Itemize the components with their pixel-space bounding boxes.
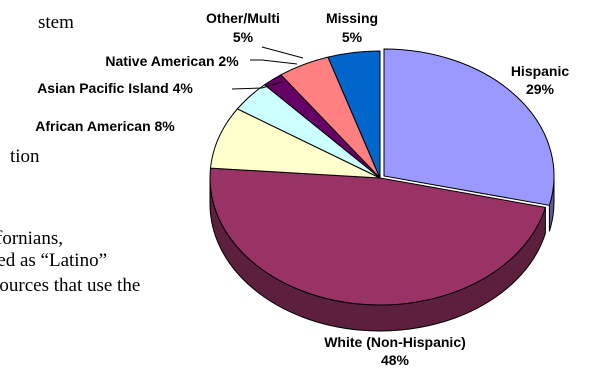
label-leader-lines <box>231 46 304 90</box>
background-text-line-1: stem <box>38 12 74 33</box>
label-other-multi-1: 5% <box>233 29 254 45</box>
label-white-non-hispanic--1: 48% <box>381 352 410 368</box>
label-hispanic-0: Hispanic <box>511 63 570 79</box>
label-hispanic-1: 29% <box>526 81 555 97</box>
background-text-line-5: sources that use the <box>0 275 141 296</box>
pie-slice-hispanic <box>383 48 555 206</box>
label-asian-pacific-island-0: Asian Pacific Island 4% <box>37 80 193 96</box>
label-african-american-0: African American 8% <box>35 118 175 134</box>
leader-line-0 <box>250 59 298 65</box>
leader-line-2 <box>261 46 304 59</box>
background-text-line-4: ied as “Latino” <box>0 250 108 271</box>
pie-slice-white-non-hispanic- <box>209 167 547 306</box>
background-text-line-3: fornians, <box>0 228 64 249</box>
pie-slices <box>209 48 555 306</box>
label-white-non-hispanic--0: White (Non-Hispanic) <box>324 334 466 350</box>
background-text-line-2: tion <box>10 146 40 167</box>
leader-line-1 <box>231 81 283 90</box>
label-missing-1: 5% <box>342 29 363 45</box>
label-native-american-0: Native American 2% <box>105 53 239 69</box>
label-missing-0: Missing <box>326 10 378 26</box>
pie-slice-missing <box>327 50 381 179</box>
pie-labels: Hispanic 29% White (Non-Hispanic) 48% Africa… <box>35 10 569 368</box>
label-other-multi-0: Other/Multi <box>206 10 280 26</box>
